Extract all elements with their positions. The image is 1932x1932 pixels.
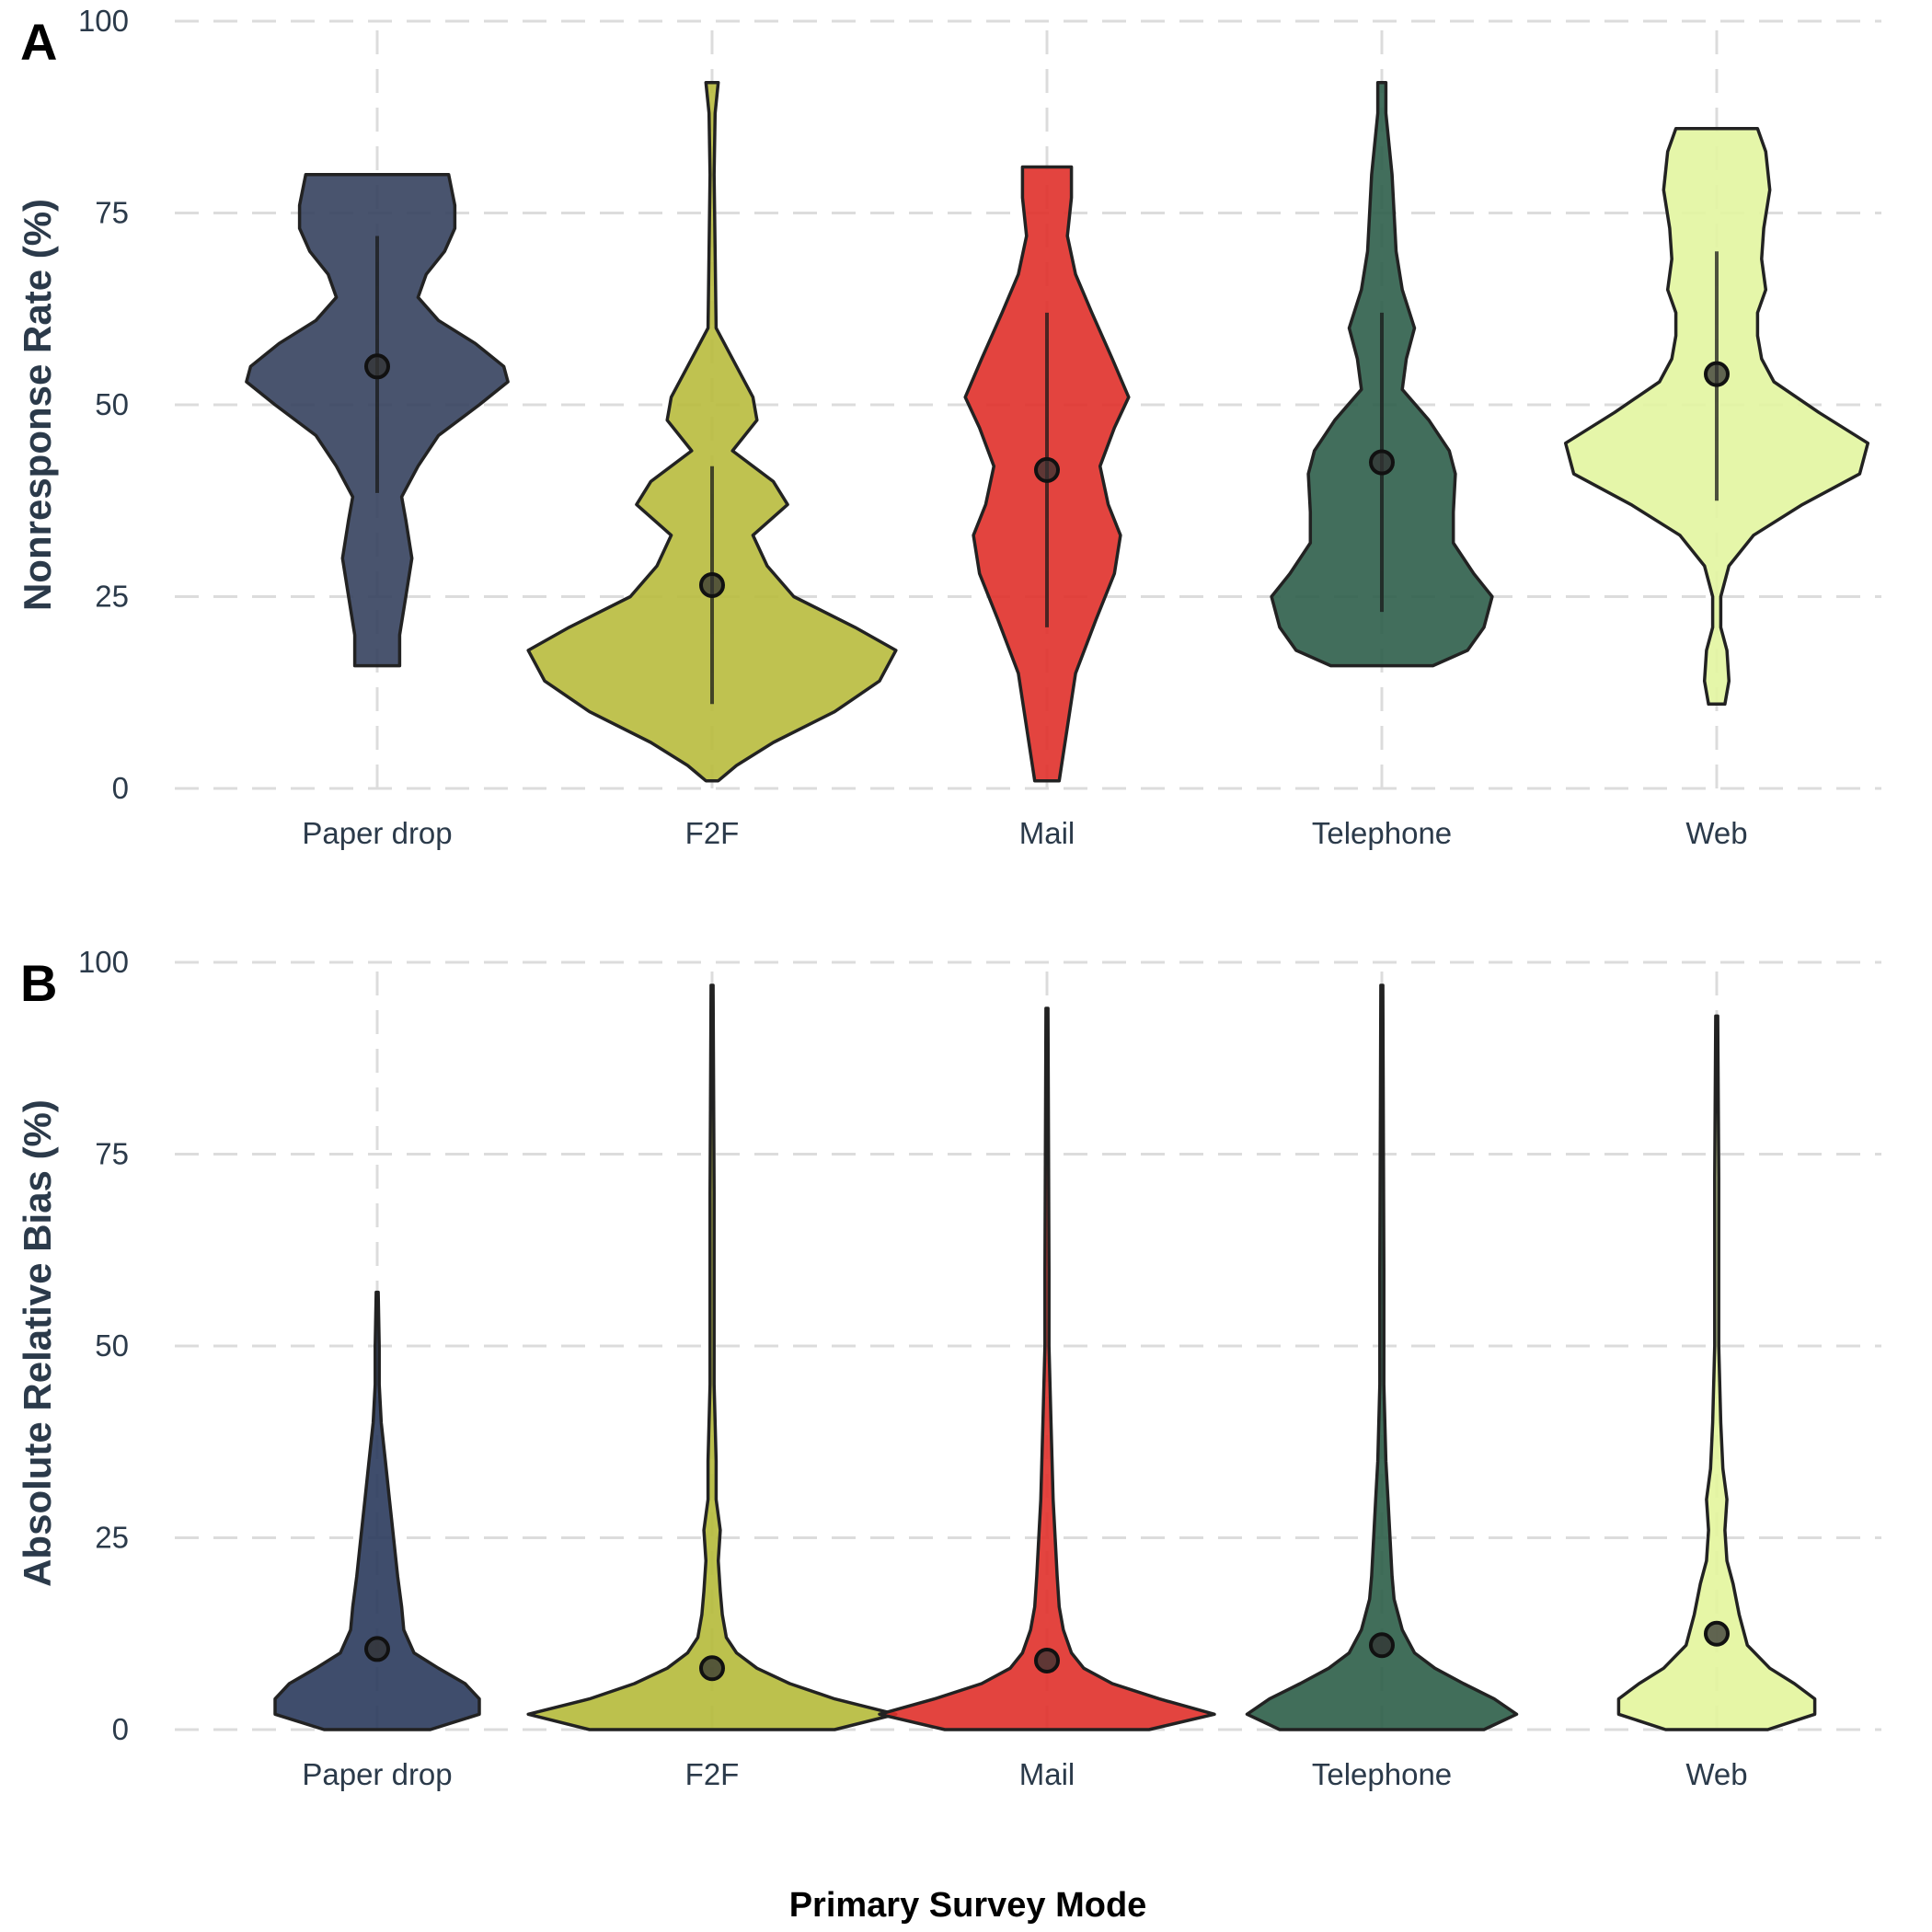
y-tick-label: 100 bbox=[78, 4, 129, 38]
x-tick-label: Telephone bbox=[1312, 816, 1452, 850]
panel-tag-a: A bbox=[20, 13, 57, 71]
y-tick-label: 0 bbox=[112, 771, 129, 805]
violin-shape bbox=[526, 80, 898, 783]
median-point bbox=[1034, 1647, 1060, 1673]
panel-b-y-axis-label: Absolute Relative Bias (%) bbox=[16, 1099, 59, 1587]
violin-shape bbox=[878, 1006, 1216, 1731]
median-point bbox=[364, 1636, 390, 1662]
y-tick-label: 50 bbox=[95, 387, 129, 421]
median-point bbox=[1369, 449, 1395, 476]
y-tick-label: 100 bbox=[78, 945, 129, 979]
panel-b-x-ticks: Paper drop F2F Mail Telephone Web bbox=[302, 1757, 1747, 1791]
y-tick-label: 75 bbox=[95, 1137, 129, 1171]
panel-a-x-ticks: Paper drop F2F Mail Telephone Web bbox=[302, 816, 1747, 850]
median-point bbox=[1704, 361, 1730, 387]
x-tick-label: Web bbox=[1685, 816, 1747, 850]
panel-a: A Nonresponse Rate (%) 0 25 50 75 100 Paper … bbox=[16, 4, 1881, 850]
median-point bbox=[1369, 1632, 1395, 1659]
violin-shape bbox=[1616, 1014, 1817, 1731]
panel-tag-b: B bbox=[20, 954, 57, 1012]
panel-b-violins bbox=[273, 983, 1817, 1731]
x-tick-label: F2F bbox=[685, 816, 740, 850]
panel-b-grid bbox=[175, 960, 1881, 1731]
median-point bbox=[1034, 456, 1060, 483]
panel-b-y-ticks: 0 25 50 75 100 bbox=[78, 945, 129, 1746]
panel-a-y-ticks: 0 25 50 75 100 bbox=[78, 4, 129, 805]
x-tick-label: Web bbox=[1685, 1757, 1747, 1791]
x-tick-label: Mail bbox=[1019, 816, 1075, 850]
x-tick-label: Paper drop bbox=[302, 816, 452, 850]
x-axis-title: Primary Survey Mode bbox=[789, 1886, 1147, 1925]
y-tick-label: 25 bbox=[95, 1521, 129, 1555]
panel-b: B Absolute Relative Bias (%) 0255075100 … bbox=[16, 945, 1881, 1791]
y-tick-label: 25 bbox=[95, 580, 129, 614]
y-tick-label: 75 bbox=[95, 196, 129, 230]
panel-a-y-axis-label: Nonresponse Rate (%) bbox=[16, 199, 59, 611]
x-tick-label: Mail bbox=[1019, 1757, 1075, 1791]
violin-shape bbox=[1245, 983, 1519, 1731]
median-point bbox=[364, 353, 390, 380]
median-point bbox=[1704, 1620, 1730, 1647]
violin-shape bbox=[273, 1290, 481, 1731]
panel-a-violins bbox=[245, 80, 1870, 783]
x-tick-label: Telephone bbox=[1312, 1757, 1452, 1791]
y-tick-label: 0 bbox=[112, 1712, 129, 1746]
x-tick-label: Paper drop bbox=[302, 1757, 452, 1791]
median-point bbox=[699, 571, 725, 598]
x-tick-label: F2F bbox=[685, 1757, 740, 1791]
y-tick-label: 50 bbox=[95, 1328, 129, 1363]
median-point bbox=[699, 1655, 725, 1682]
violin-shape bbox=[526, 983, 898, 1731]
